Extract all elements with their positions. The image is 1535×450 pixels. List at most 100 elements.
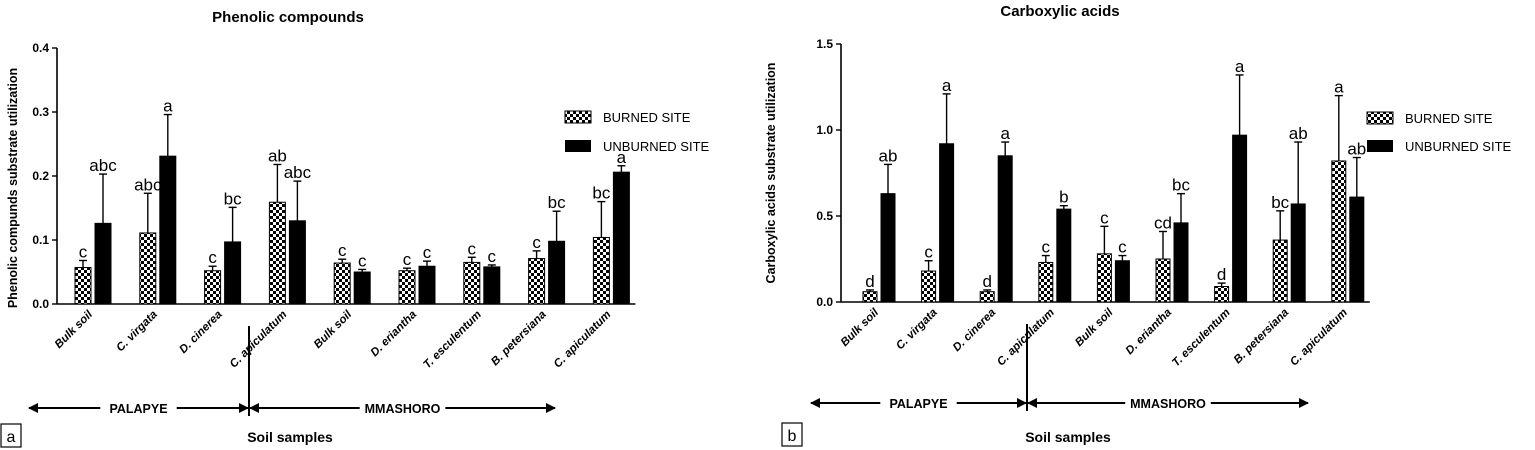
bar-burned — [979, 291, 995, 303]
bar-unburned — [418, 265, 436, 305]
group-arrowhead — [1027, 398, 1037, 408]
x-tick-label: Bulk soil — [839, 306, 882, 349]
significance-label: bc — [1271, 193, 1289, 212]
significance-label: c — [423, 243, 432, 262]
significance-label: a — [1235, 57, 1245, 76]
y-tick-label: 1.0 — [816, 123, 833, 137]
y-tick-label: 1.5 — [816, 37, 833, 51]
panel-label-a: a — [7, 429, 16, 446]
y-axis-label-a: Phenolic compunds substrate utilization — [6, 68, 20, 308]
x-tick-label: C. apiculatum — [552, 309, 614, 371]
x-tick-label: B. petersiana — [1232, 306, 1292, 366]
bar-burned — [333, 262, 351, 305]
bar-burned — [528, 258, 546, 305]
significance-label: c — [924, 243, 933, 262]
significance-label: ab — [1289, 124, 1308, 143]
bar-burned — [1214, 286, 1230, 303]
bar-unburned — [288, 220, 306, 305]
group-arrowhead — [28, 403, 38, 413]
bar-unburned — [1173, 222, 1189, 303]
bar-unburned — [548, 240, 566, 305]
significance-label: c — [1042, 238, 1051, 257]
significance-label: d — [865, 272, 874, 291]
x-axis-label-a: Soil samples — [247, 429, 333, 445]
significance-label: bc — [548, 193, 566, 212]
x-tick-label: C. apiculatum — [228, 309, 290, 371]
x-tick-label: C. apiculatum — [1288, 307, 1350, 369]
bar-burned — [592, 236, 610, 305]
bar-unburned — [939, 143, 955, 303]
significance-label: a — [1334, 78, 1344, 97]
x-tick-label: D. cinerea — [177, 308, 225, 356]
bar-unburned — [880, 193, 896, 303]
group-label: PALAPYE — [109, 402, 167, 416]
significance-label: c — [1100, 208, 1109, 227]
bar-burned — [1096, 253, 1112, 303]
significance-label: c — [488, 247, 497, 266]
bar-burned — [862, 291, 878, 303]
significance-label: c — [208, 248, 217, 267]
legend-label-burned-b: BURNED SITE — [1405, 111, 1493, 126]
bar-unburned — [224, 241, 242, 305]
significance-label: bc — [224, 189, 242, 208]
legend-b: BURNED SITE UNBURNED SITE — [1366, 111, 1512, 154]
legend-swatch-burned-b — [1366, 111, 1394, 125]
bar-burned — [139, 232, 157, 305]
significance-label: cd — [1154, 213, 1172, 232]
bar-burned — [1331, 160, 1347, 303]
bar-unburned — [94, 222, 112, 305]
bar-burned — [1038, 261, 1054, 303]
legend-swatch-burned-a — [564, 110, 592, 124]
bar-burned — [268, 201, 286, 305]
group-label: MMASHORO — [1130, 397, 1206, 411]
group-arrowhead — [810, 398, 820, 408]
y-tick-label: 0.3 — [32, 105, 49, 119]
significance-label: a — [617, 148, 627, 167]
x-tick-label: D. eriantha — [1124, 306, 1175, 357]
significance-label: a — [163, 97, 173, 116]
bar-unburned — [997, 155, 1013, 303]
chart-title-b: Carboxylic acids — [1000, 3, 1119, 20]
x-tick-label: T. esculentum — [1170, 307, 1233, 370]
y-tick-label: 0.5 — [816, 209, 833, 223]
significance-label: d — [982, 272, 991, 291]
significance-label: a — [1000, 124, 1010, 143]
significance-label: c — [403, 250, 412, 269]
significance-label: c — [1118, 238, 1127, 257]
x-tick-label: B. petersiana — [489, 308, 549, 368]
legend-swatch-unburned-b — [1367, 140, 1393, 152]
x-tick-label: C. virgata — [894, 306, 940, 352]
significance-label: bc — [592, 184, 610, 203]
group-arrowhead — [249, 403, 259, 413]
bar-unburned — [353, 271, 371, 305]
bar-burned — [463, 261, 481, 305]
significance-label: c — [338, 241, 347, 260]
bar-unburned — [1290, 203, 1306, 303]
bar-burned — [1155, 258, 1171, 303]
x-tick-label: D. eriantha — [369, 308, 420, 359]
panel-label-box-a — [0, 423, 22, 448]
bar-unburned — [159, 155, 177, 305]
y-axis-label-b: Carboxylic acids substrate utilization — [764, 63, 778, 284]
significance-label: ab — [1347, 140, 1366, 159]
bar-unburned — [1056, 208, 1072, 303]
bar-unburned — [1349, 196, 1365, 303]
significance-label: c — [358, 251, 367, 270]
y-tick-label: 0.4 — [32, 41, 49, 55]
legend-a: BURNED SITE UNBURNED SITE — [564, 110, 710, 154]
significance-label: ab — [268, 146, 287, 165]
y-tick-label: 0.1 — [32, 233, 49, 247]
group-arrowhead — [546, 403, 556, 413]
legend-label-unburned-a: UNBURNED SITE — [603, 139, 710, 154]
bar-burned — [204, 270, 222, 305]
y-tick-label: 0.2 — [32, 169, 49, 183]
bar-burned — [398, 270, 416, 305]
x-tick-label: T. esculentum — [421, 309, 484, 372]
group-label: PALAPYE — [889, 397, 947, 411]
significance-label: bc — [1172, 176, 1190, 195]
y-tick-label: 0.0 — [32, 297, 49, 311]
bar-burned — [1272, 239, 1288, 303]
